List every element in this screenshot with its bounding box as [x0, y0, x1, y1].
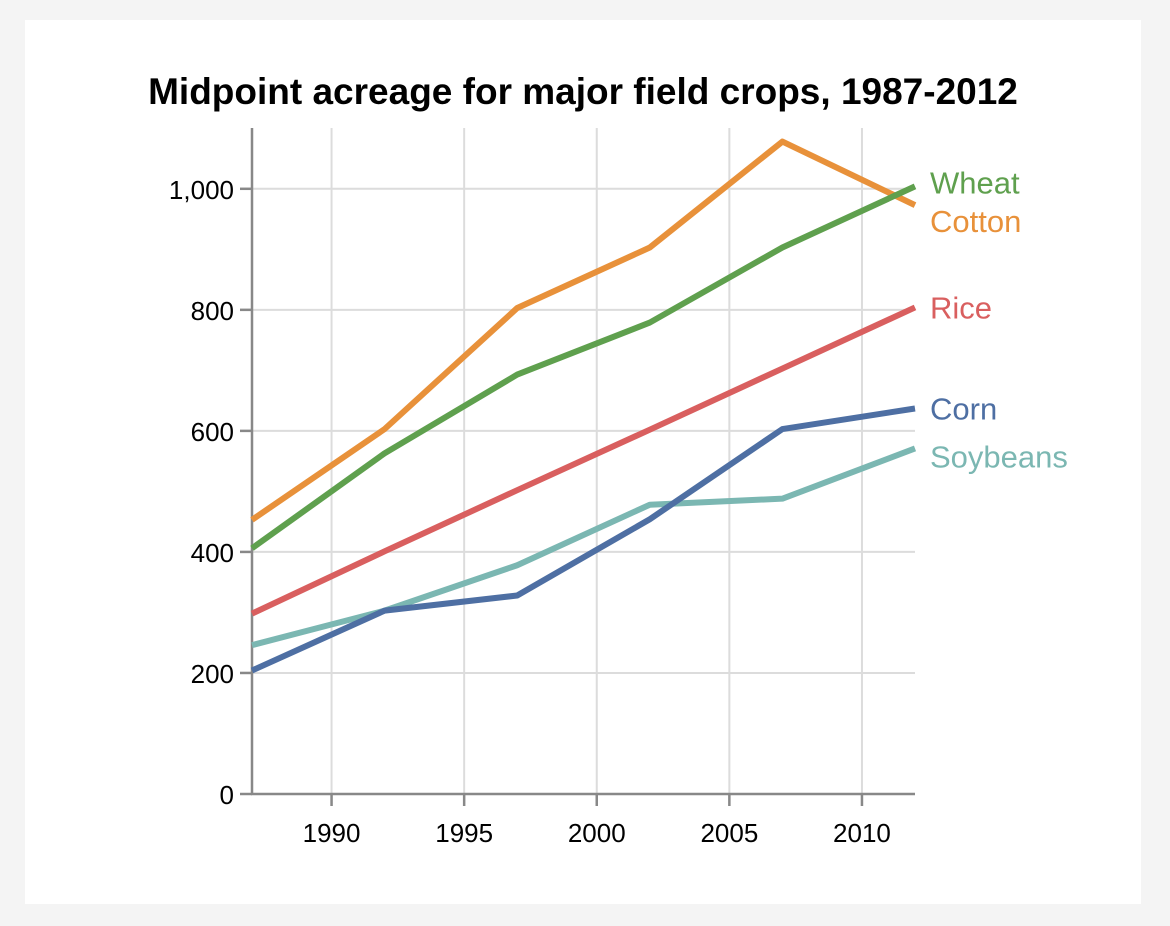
series-labels: Cotton Wheat Rice Soybeans Corn	[930, 165, 1068, 474]
series-label-wheat: Wheat	[930, 165, 1020, 200]
y-tick-label: 600	[191, 417, 234, 447]
series-line-cotton	[250, 138, 917, 523]
y-tick-label: 400	[191, 538, 234, 568]
series-line-soybeans	[251, 445, 917, 649]
x-tick-label: 1995	[435, 818, 493, 848]
series-line-corn	[250, 405, 916, 674]
series-lines	[250, 138, 917, 674]
series-label-soybeans: Soybeans	[930, 439, 1068, 474]
series-line-rice	[250, 304, 917, 617]
grid	[252, 128, 915, 794]
y-tick-label: 200	[191, 659, 234, 689]
chart-title: Midpoint acreage for major field crops, …	[148, 71, 1018, 112]
x-tick-label: 1990	[303, 818, 361, 848]
x-tick-label: 2005	[700, 818, 758, 848]
y-tick-label: 1,000	[169, 175, 234, 205]
series-label-corn: Corn	[930, 391, 997, 426]
x-tick-label: 2000	[568, 818, 626, 848]
x-tick-label: 2010	[833, 818, 891, 848]
series-label-rice: Rice	[930, 290, 992, 325]
series-line-wheat	[250, 183, 917, 551]
series-label-cotton: Cotton	[930, 204, 1021, 239]
y-tick-label: 800	[191, 296, 234, 326]
axes: 0 200 400 600 800 1,000 1990 1995 2000 2005 2010	[169, 128, 915, 848]
y-tick-label: 0	[220, 780, 234, 810]
